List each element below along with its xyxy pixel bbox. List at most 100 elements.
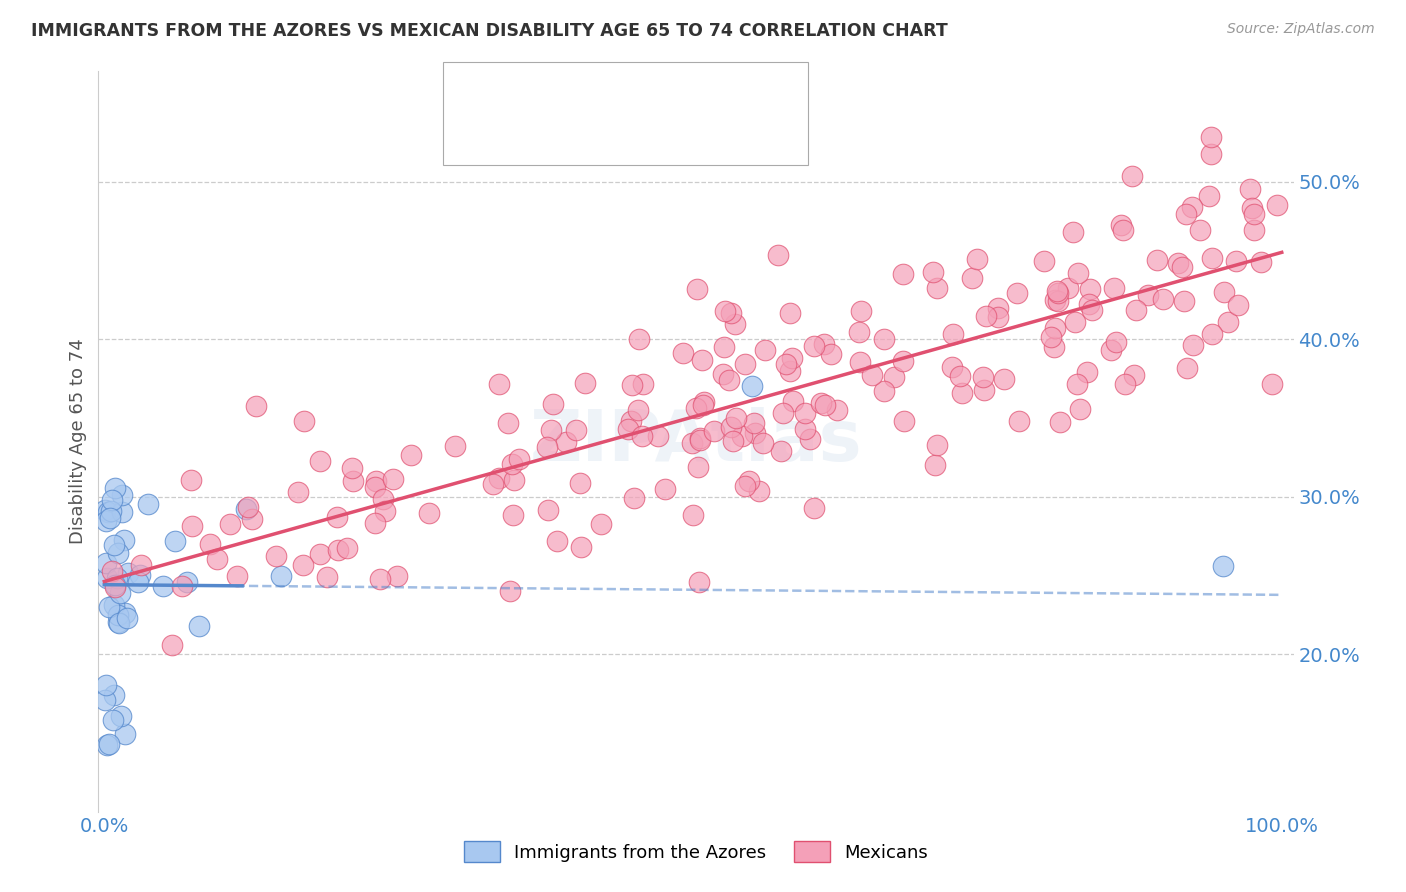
Point bbox=[1265, 198, 1288, 212]
Point bbox=[117, 566, 139, 581]
Point bbox=[1077, 297, 1099, 311]
Point bbox=[1043, 321, 1066, 335]
Point bbox=[128, 567, 150, 582]
Point bbox=[117, 610, 139, 624]
Point bbox=[693, 395, 716, 409]
Point bbox=[110, 708, 132, 723]
Point bbox=[799, 432, 821, 446]
Point bbox=[949, 368, 972, 383]
Point bbox=[103, 598, 125, 612]
Point bbox=[541, 397, 564, 411]
Point bbox=[94, 503, 117, 517]
Point bbox=[973, 383, 995, 397]
Point bbox=[623, 491, 645, 505]
Point bbox=[628, 333, 651, 347]
Point bbox=[488, 376, 510, 391]
Point bbox=[107, 608, 129, 623]
Point bbox=[952, 385, 974, 400]
Point bbox=[775, 357, 797, 371]
Point bbox=[1067, 266, 1090, 280]
Point bbox=[1239, 182, 1261, 196]
Text: Source: ZipAtlas.com: Source: ZipAtlas.com bbox=[1227, 22, 1375, 37]
Point bbox=[114, 726, 136, 740]
Point bbox=[925, 281, 948, 295]
Point bbox=[689, 433, 711, 447]
Point bbox=[418, 507, 440, 521]
Point bbox=[198, 537, 221, 551]
Point bbox=[385, 568, 408, 582]
Point bbox=[373, 491, 395, 506]
Point bbox=[1039, 330, 1062, 344]
Point bbox=[245, 399, 267, 413]
Point bbox=[1122, 368, 1144, 382]
Point bbox=[270, 569, 292, 583]
Y-axis label: Disability Age 65 to 74: Disability Age 65 to 74 bbox=[69, 339, 87, 544]
Point bbox=[381, 472, 404, 486]
Point bbox=[717, 373, 740, 387]
Point bbox=[1043, 340, 1066, 354]
Point bbox=[766, 248, 789, 262]
Point bbox=[713, 340, 735, 354]
Point bbox=[616, 422, 638, 436]
Point bbox=[1125, 302, 1147, 317]
Point bbox=[780, 351, 803, 366]
Point bbox=[568, 476, 591, 491]
Point bbox=[101, 493, 124, 508]
Point bbox=[825, 403, 848, 417]
Point bbox=[1212, 559, 1234, 574]
Point bbox=[685, 401, 707, 415]
Point bbox=[748, 483, 770, 498]
Point bbox=[160, 638, 183, 652]
Point bbox=[891, 267, 914, 281]
Point bbox=[962, 271, 984, 285]
Point bbox=[714, 303, 737, 318]
Point bbox=[860, 368, 883, 382]
Point bbox=[1198, 189, 1220, 203]
Point bbox=[647, 429, 669, 443]
Point bbox=[127, 575, 149, 590]
Point bbox=[1261, 377, 1284, 392]
Point bbox=[987, 301, 1010, 315]
Point bbox=[723, 434, 745, 448]
Point bbox=[96, 738, 118, 752]
Point bbox=[754, 343, 776, 357]
Point bbox=[966, 252, 988, 266]
Point bbox=[94, 693, 117, 707]
Point bbox=[1225, 253, 1247, 268]
Point bbox=[103, 689, 125, 703]
Point bbox=[1188, 222, 1211, 236]
Point bbox=[170, 579, 193, 593]
Point bbox=[1171, 260, 1194, 275]
Point bbox=[849, 304, 872, 318]
Point bbox=[571, 540, 593, 554]
Point bbox=[104, 580, 127, 594]
Point bbox=[242, 512, 264, 526]
Point bbox=[1199, 146, 1222, 161]
Point bbox=[238, 500, 260, 514]
Point bbox=[794, 406, 817, 420]
Point bbox=[176, 575, 198, 590]
Point bbox=[1076, 365, 1098, 379]
Point bbox=[564, 423, 586, 437]
Point bbox=[711, 367, 734, 381]
Point bbox=[1175, 360, 1198, 375]
Point bbox=[1167, 256, 1189, 270]
Point bbox=[1008, 414, 1031, 428]
Point bbox=[104, 481, 127, 495]
Point bbox=[620, 414, 643, 428]
Point bbox=[316, 570, 339, 584]
Point bbox=[1045, 284, 1067, 298]
Point bbox=[114, 606, 136, 620]
Point bbox=[741, 379, 763, 393]
Point bbox=[536, 440, 558, 454]
Point bbox=[941, 327, 963, 342]
Legend: Immigrants from the Azores, Mexicans: Immigrants from the Azores, Mexicans bbox=[457, 834, 935, 870]
Point bbox=[1175, 207, 1198, 221]
Point bbox=[219, 516, 242, 531]
Point bbox=[1033, 254, 1056, 268]
Point bbox=[631, 376, 654, 391]
Point bbox=[326, 510, 349, 524]
Point bbox=[1213, 285, 1236, 299]
Point bbox=[692, 398, 714, 412]
Point bbox=[813, 337, 835, 351]
